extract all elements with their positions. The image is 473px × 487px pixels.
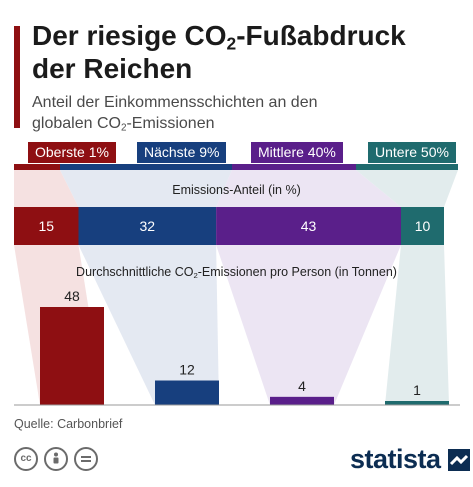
page-title: Der riesige CO2-Fußabdruck der Reichen <box>32 20 406 84</box>
group-tag-top-1: Oberste 1% <box>28 142 116 163</box>
share-bar-label: 43 <box>301 218 317 234</box>
population-strip-segment <box>356 164 458 170</box>
share-bar-label: 10 <box>415 218 431 234</box>
share-bar-segment <box>401 207 444 245</box>
share-bar-label: 15 <box>38 218 54 234</box>
funnel-upper <box>216 170 401 207</box>
title-accent-bar <box>14 26 20 128</box>
group-tag-middle-40: Mittlere 40% <box>251 142 343 163</box>
per-person-bar <box>155 380 219 405</box>
share-bar-segment <box>14 207 79 245</box>
source-note: Quelle: Carbonbrief <box>14 417 123 431</box>
share-bar-segment <box>216 207 401 245</box>
attribution-icon[interactable] <box>44 447 68 471</box>
funnel-upper <box>356 170 458 207</box>
funnel-lower <box>78 245 219 405</box>
per-person-bar-label: 1 <box>413 382 421 398</box>
per-person-section-label: Durchschnittliche CO2-Emissionen pro Per… <box>76 265 397 280</box>
population-strip-segment <box>14 164 60 170</box>
per-person-bar <box>270 396 334 405</box>
funnel-lower <box>216 245 401 405</box>
per-person-bar <box>40 307 104 405</box>
per-person-bar-label: 48 <box>64 288 80 304</box>
share-bar-label: 32 <box>140 218 156 234</box>
cc-icon[interactable]: cc <box>14 447 38 471</box>
per-person-bar <box>385 401 449 405</box>
background-funnels <box>14 170 458 405</box>
statista-logo[interactable]: statista <box>350 444 441 474</box>
funnel-lower <box>385 245 449 405</box>
no-derivatives-icon[interactable] <box>74 447 98 471</box>
group-tag-bottom-50: Untere 50% <box>368 142 456 163</box>
statista-logo-icon <box>448 449 470 471</box>
population-strip-segment <box>232 164 356 170</box>
group-tag-next-9: Nächste 9% <box>137 142 227 163</box>
funnel-upper <box>60 170 232 207</box>
page-subtitle: Anteil der Einkommensschichten an den glo… <box>32 94 318 134</box>
population-strip-segment <box>60 164 232 170</box>
chart-marks: 15 32 43 10 48 12 4 1 <box>14 164 460 406</box>
per-person-bar-label: 12 <box>179 362 195 378</box>
funnel-upper <box>14 170 79 207</box>
share-bar-segment <box>78 207 217 245</box>
share-section-label: Emissions-Anteil (in %) <box>172 183 301 197</box>
per-person-bar-label: 4 <box>298 378 306 394</box>
